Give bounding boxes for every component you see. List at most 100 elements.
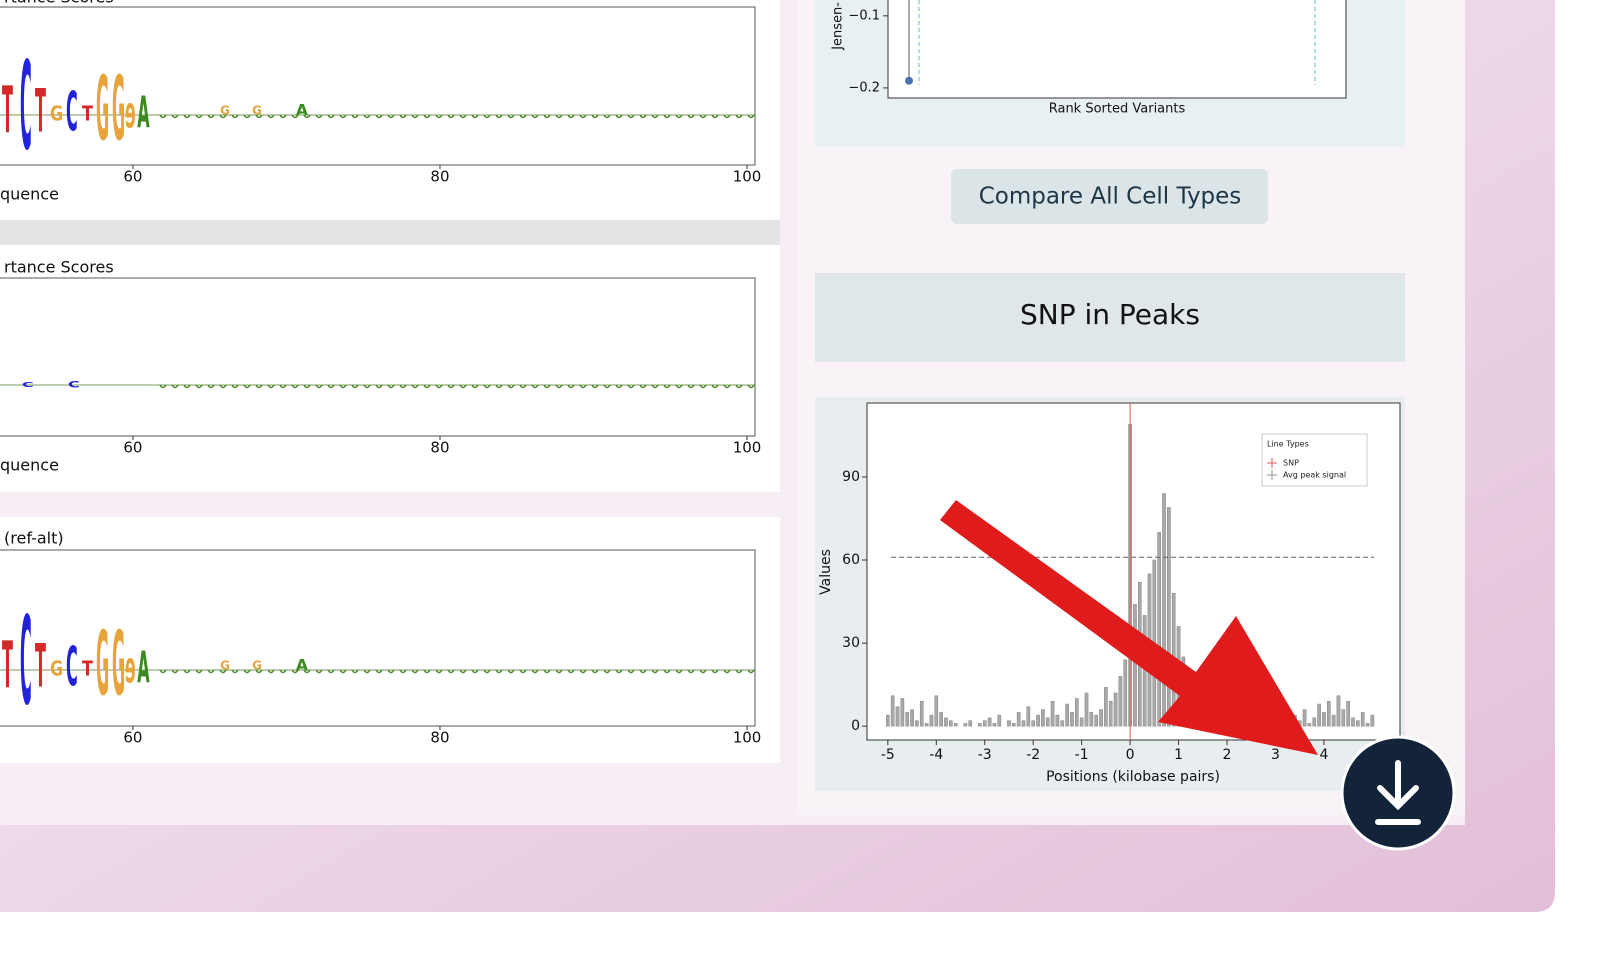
logo-letter: T <box>2 75 13 149</box>
y-tick-label: 0 <box>851 718 860 734</box>
logo-letter: G <box>252 104 262 118</box>
bar <box>890 695 895 727</box>
logo-letter: C <box>20 593 32 733</box>
x-tick-label: 100 <box>733 729 762 747</box>
x-axis-label: Rank Sorted Variants <box>1049 102 1186 117</box>
x-axis-label: quence <box>0 456 59 475</box>
logo-noise <box>159 114 755 119</box>
legend-swatch <box>1267 458 1277 468</box>
logo-axes <box>0 277 756 437</box>
bar <box>982 720 987 727</box>
bar <box>1336 695 1341 727</box>
legend-entry: SNP <box>1283 459 1299 468</box>
logo-axes <box>0 6 756 166</box>
bar <box>944 717 948 727</box>
x-tick-label: 100 <box>733 168 762 186</box>
logo-letter: G <box>220 104 230 118</box>
bar <box>1133 604 1137 727</box>
logo-letter: T <box>82 658 93 681</box>
bar <box>915 720 919 727</box>
bar <box>987 717 992 727</box>
button-bg[interactable] <box>951 169 1268 224</box>
x-tick-label: 60 <box>123 168 142 186</box>
y-tick-label: −0.1 <box>848 8 880 23</box>
bar <box>997 714 1002 727</box>
download-icon[interactable] <box>1375 760 1421 825</box>
bar <box>1012 723 1016 727</box>
x-tick-label: -4 <box>929 747 943 763</box>
logo-axes <box>0 549 756 727</box>
bar <box>1021 720 1026 727</box>
bar <box>919 701 924 727</box>
bar <box>1326 701 1331 727</box>
x-tick-label: 100 <box>733 439 762 457</box>
logo-letter: G <box>112 614 125 717</box>
x-tick-label: 80 <box>430 168 449 186</box>
bar <box>1065 703 1069 727</box>
logo-letter: T <box>2 630 13 704</box>
bar <box>1036 714 1040 727</box>
bar <box>924 723 929 727</box>
x-tick-label: -5 <box>881 747 895 763</box>
bar <box>1055 714 1060 727</box>
logo-letter: A <box>137 641 150 693</box>
x-tick-label: 80 <box>430 439 449 457</box>
bar <box>1031 720 1035 727</box>
y-axis-label: Values <box>818 549 834 595</box>
logo-letter: G <box>50 103 63 126</box>
bar <box>1060 720 1065 727</box>
panel-title: rtance Scores <box>4 0 114 7</box>
x-tick-label: 1 <box>1174 747 1183 763</box>
x-tick-label: 4 <box>1319 747 1328 763</box>
bar <box>968 720 973 727</box>
legend-title: Line Types <box>1267 440 1309 449</box>
bar <box>963 723 968 727</box>
logo-letter: A <box>296 656 309 675</box>
bar <box>1118 676 1123 727</box>
panel-bg <box>0 0 780 220</box>
logo-noise <box>159 384 755 389</box>
bar <box>1360 712 1365 727</box>
bar <box>1341 709 1346 727</box>
bar <box>1070 712 1074 727</box>
logo-letter: e <box>125 641 136 693</box>
bar <box>1104 687 1108 727</box>
divider <box>0 220 780 245</box>
x-tick-label: 80 <box>430 729 449 747</box>
bar <box>1108 701 1113 727</box>
compare-button[interactable]: Compare All Cell Types <box>951 169 1268 224</box>
section-title: SNP in Peaks <box>1020 298 1200 331</box>
logo-letter: C <box>68 380 80 390</box>
bar <box>1167 507 1171 727</box>
bar <box>1365 723 1370 727</box>
bar <box>1007 720 1011 727</box>
bar <box>1351 717 1355 727</box>
logo-letter: G <box>96 614 109 717</box>
bar <box>992 723 997 727</box>
download-button[interactable] <box>1340 735 1456 851</box>
bar <box>886 714 890 727</box>
section-header <box>815 273 1405 362</box>
logo-letter: C <box>20 38 32 178</box>
bar <box>1162 493 1166 727</box>
logo-letter: C <box>66 636 78 698</box>
logo-letter: G <box>220 659 230 673</box>
x-tick-label: 3 <box>1271 747 1280 763</box>
bar <box>1079 717 1084 727</box>
bar <box>1113 692 1118 727</box>
bar <box>1346 701 1350 727</box>
y-tick-label: 60 <box>842 552 860 568</box>
bar <box>978 723 982 727</box>
bar <box>1356 720 1360 727</box>
y-tick-label: 90 <box>842 469 860 485</box>
logo-letter: T <box>35 632 46 702</box>
bar <box>1302 709 1307 727</box>
panel-bg <box>0 245 780 492</box>
x-tick-label: -3 <box>978 747 992 763</box>
bar <box>953 723 958 727</box>
bar <box>910 709 914 727</box>
logo-letter: A <box>137 86 150 138</box>
logo-letter: C <box>22 381 34 389</box>
button-label[interactable]: Compare All Cell Types <box>979 184 1242 210</box>
